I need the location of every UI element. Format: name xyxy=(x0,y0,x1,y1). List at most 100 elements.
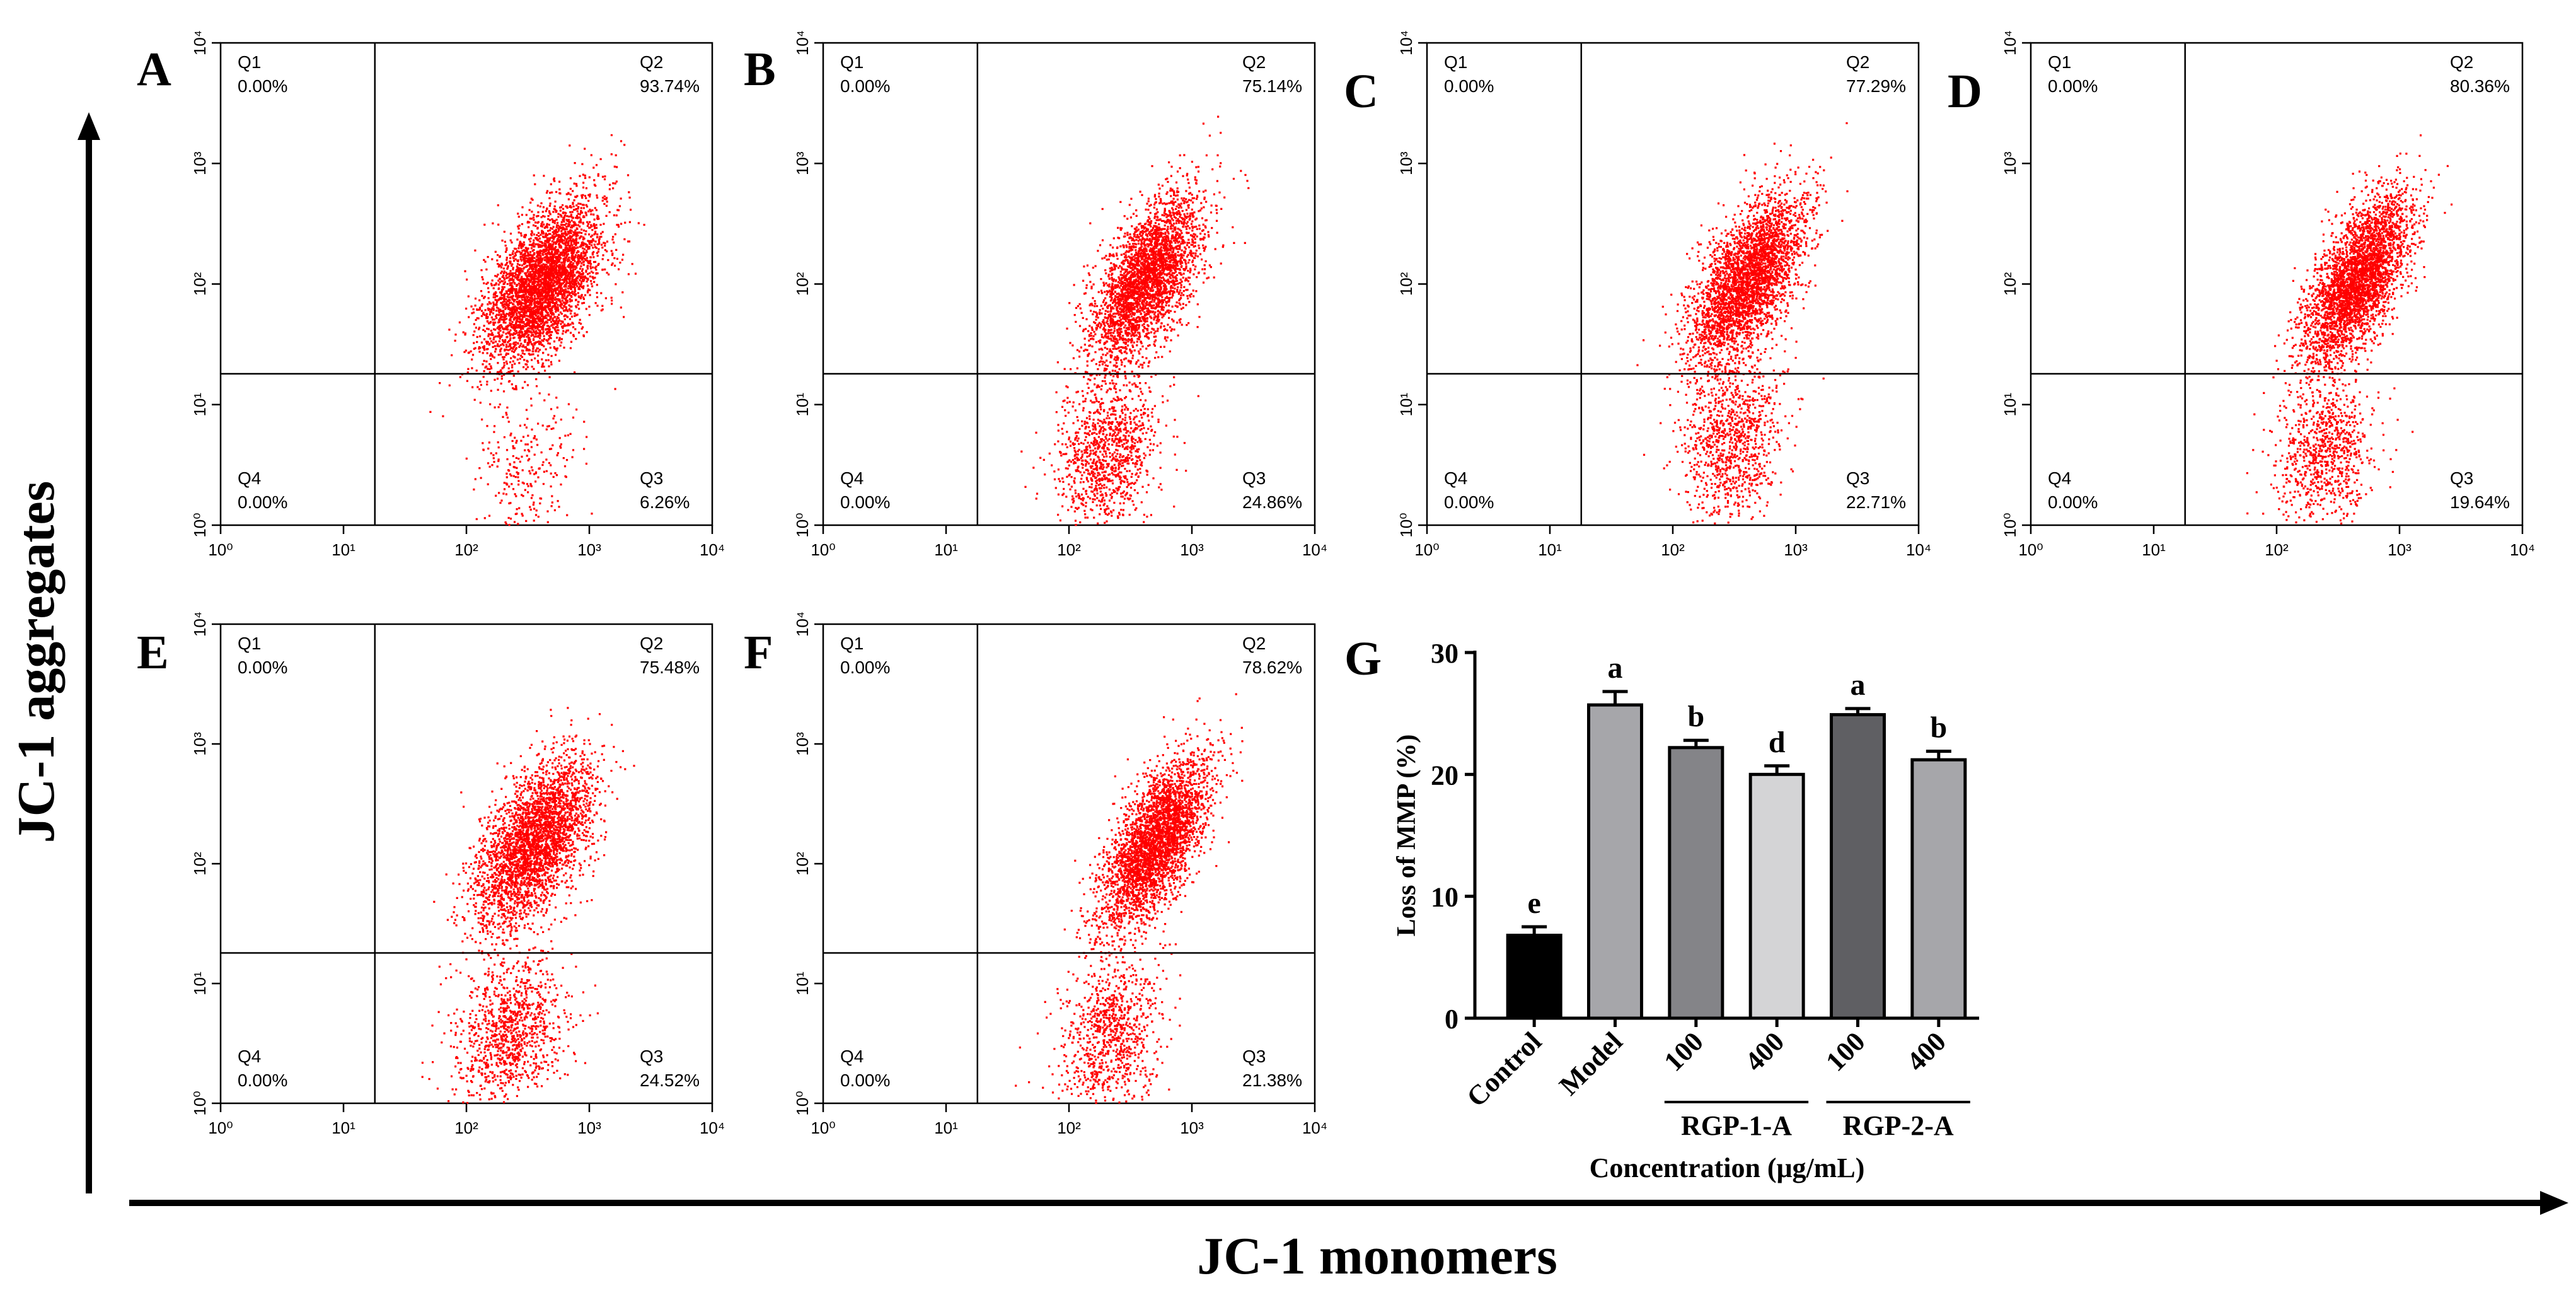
scatter-point xyxy=(511,439,514,443)
scatter-point xyxy=(521,335,523,337)
scatter-point xyxy=(538,276,540,279)
scatter-point xyxy=(503,297,505,299)
scatter-point xyxy=(515,386,517,389)
scatter-point xyxy=(1179,278,1182,281)
scatter-point xyxy=(565,272,568,275)
scatter-point xyxy=(550,259,553,262)
scatter-point xyxy=(1121,303,1123,306)
scatter-point xyxy=(527,269,529,272)
scatter-point xyxy=(1126,318,1128,320)
scatter-point xyxy=(501,240,504,242)
scatter-point xyxy=(537,298,540,300)
scatter-point xyxy=(500,270,503,273)
scatter-point xyxy=(534,260,536,263)
scatter-point xyxy=(548,211,551,214)
scatter-point xyxy=(568,272,570,275)
scatter-point xyxy=(572,286,575,289)
scatter-point xyxy=(497,354,500,356)
scatter-point xyxy=(516,439,518,442)
scatter-point xyxy=(1158,306,1162,308)
scatter-point xyxy=(517,275,520,277)
scatter-point xyxy=(533,257,536,259)
scatter-point xyxy=(524,304,527,306)
scatter-point xyxy=(1200,202,1203,204)
scatter-point xyxy=(499,502,502,504)
scatter-point xyxy=(1175,247,1177,250)
scatter-point xyxy=(500,499,503,502)
scatter-point xyxy=(563,301,566,304)
scatter-point xyxy=(512,312,516,315)
scatter-point xyxy=(504,279,506,281)
scatter-point xyxy=(565,244,568,247)
scatter-point xyxy=(485,348,488,351)
scatter-point xyxy=(1141,286,1144,288)
scatter-point xyxy=(552,284,555,286)
scatter-point xyxy=(539,334,541,337)
scatter-point xyxy=(519,344,521,347)
scatter-point xyxy=(494,406,496,409)
scatter-point xyxy=(1123,322,1125,324)
scatter-point xyxy=(580,241,583,244)
scatter-point xyxy=(489,333,492,336)
scatter-point xyxy=(509,463,511,466)
scatter-point xyxy=(569,265,571,268)
scatter-point xyxy=(527,278,529,281)
scatter-point xyxy=(478,346,480,349)
x-axis-title: JC-1 monomers xyxy=(1197,1227,1557,1285)
scatter-point xyxy=(575,278,577,281)
scatter-point xyxy=(580,244,582,247)
scatter-point xyxy=(495,313,498,316)
scatter-point xyxy=(512,333,516,335)
scatter-point xyxy=(530,303,533,306)
scatter-point xyxy=(567,260,569,262)
scatter-point xyxy=(542,340,545,342)
scatter-point xyxy=(483,223,486,226)
scatter-point xyxy=(518,301,521,304)
scatter-point xyxy=(521,316,524,318)
scatter-point xyxy=(570,310,573,312)
scatter-point xyxy=(527,221,529,223)
scatter-point xyxy=(582,264,585,266)
scatter-point xyxy=(546,276,549,278)
scatter-point xyxy=(569,177,572,180)
scatter-point xyxy=(1173,194,1175,196)
scatter-point xyxy=(531,282,534,286)
scatter-point xyxy=(531,286,534,288)
scatter-point xyxy=(560,338,563,340)
scatter-point xyxy=(492,296,495,299)
scatter-point xyxy=(540,322,542,325)
scatter-point xyxy=(568,277,570,281)
scatter-point xyxy=(544,299,546,302)
scatter-point xyxy=(534,270,538,273)
scatter-point xyxy=(575,216,577,219)
scatter-point xyxy=(540,294,543,298)
scatter-point xyxy=(628,240,631,243)
scatter-point xyxy=(615,248,618,251)
scatter-point xyxy=(578,282,580,285)
scatter-point xyxy=(544,315,547,318)
scatter-point xyxy=(548,233,550,235)
scatter-point xyxy=(601,243,603,246)
scatter-point xyxy=(523,241,525,243)
scatter-point xyxy=(1154,245,1157,248)
scatter-point xyxy=(516,471,518,473)
scatter-point xyxy=(565,247,567,249)
scatter-point xyxy=(487,291,490,293)
scatter-point xyxy=(579,276,582,278)
scatter-point xyxy=(497,331,500,334)
scatter-point xyxy=(1184,241,1186,244)
scatter-point xyxy=(584,258,586,260)
scatter-point xyxy=(567,237,569,240)
scatter-point xyxy=(592,213,595,216)
scatter-point xyxy=(541,231,543,234)
scatter-point xyxy=(597,173,599,175)
scatter-point xyxy=(571,456,574,458)
scatter-point xyxy=(1153,215,1157,218)
scatter-point xyxy=(585,245,587,248)
scatter-point xyxy=(563,236,566,238)
scatter-point xyxy=(507,300,510,303)
scatter-point xyxy=(511,350,514,352)
scatter-point xyxy=(556,262,558,265)
scatter-point xyxy=(581,302,584,305)
scatter-point xyxy=(560,230,563,233)
